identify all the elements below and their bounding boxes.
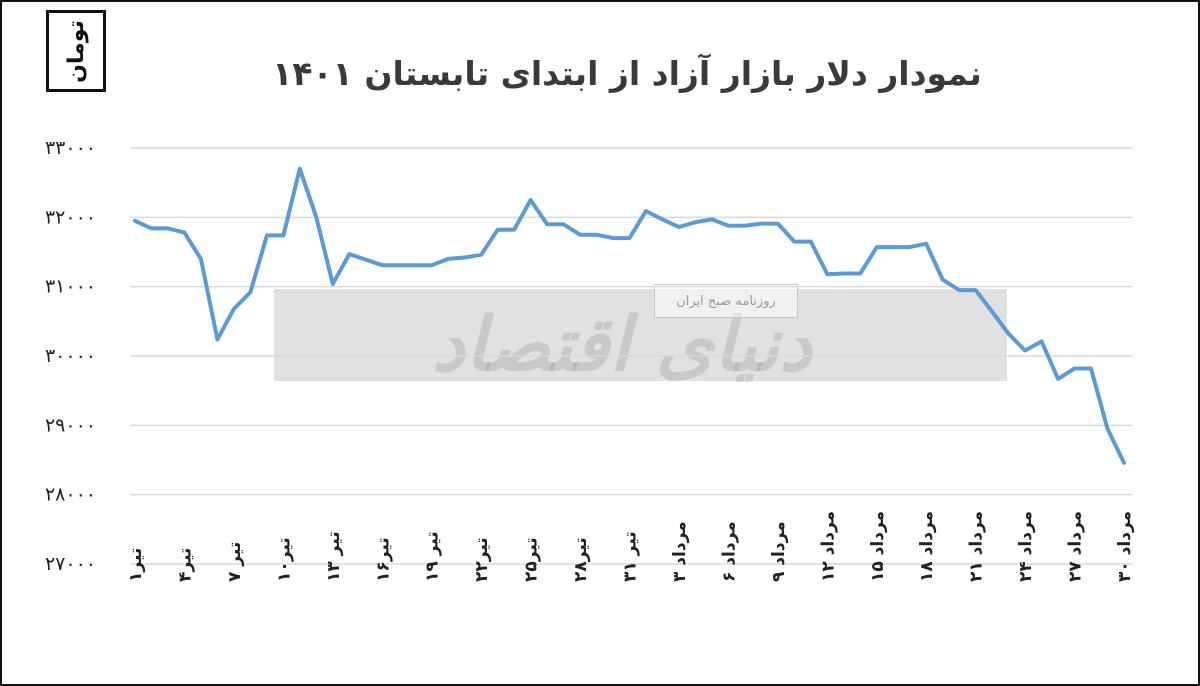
y-tick-label: ۳۰۰۰۰	[45, 345, 96, 367]
watermark-tag: روزنامه صبح ایران	[654, 284, 798, 318]
x-tick-label: تیر۲۲	[472, 537, 492, 582]
x-tick-label: تیر۱۶	[373, 537, 393, 582]
x-tick-label: مرداد ۳	[670, 521, 690, 582]
y-tick-label: ۳۲۰۰۰	[45, 206, 96, 228]
x-tick-label: مرداد ۲۱	[967, 511, 987, 582]
x-axis-ticks: تیر۱ تیر۴ تیر ۷ تیر۱۰ تیر ۱۳ تیر۱۶ تیر ۱۹ تیر۲۲…	[126, 511, 1135, 582]
x-tick-label: مرداد ۲۴	[1016, 511, 1036, 582]
x-tick-label: تیر۴	[175, 548, 195, 582]
x-tick-label: مرداد ۳۰	[1115, 511, 1135, 582]
x-tick-label: مرداد ۱۵	[868, 511, 888, 582]
watermark-band	[274, 289, 1007, 381]
y-tick-label: ۲۸۰۰۰	[45, 484, 96, 506]
x-tick-label: تیر۱	[126, 548, 146, 582]
y-tick-label: ۲۷۰۰۰	[45, 553, 96, 575]
x-tick-label: مرداد ۲۷	[1066, 511, 1086, 582]
y-tick-label: ۲۹۰۰۰	[45, 414, 96, 436]
y-tick-label: ۳۳۰۰۰	[45, 137, 96, 159]
x-tick-label: تیر۲۸	[571, 537, 591, 582]
series-line	[133, 166, 1126, 465]
x-tick-label: مرداد ۹	[769, 521, 789, 582]
unit-label-box: تومان	[46, 10, 106, 92]
x-tick-label: تیر ۳۱	[621, 531, 641, 582]
x-tick-label: مرداد ۱۲	[818, 511, 838, 582]
x-tick-label: تیر۱۰	[274, 537, 294, 582]
chart-title: نمودار دلار بازار آزاد از ابتدای تابستان…	[272, 54, 982, 93]
y-axis-ticks: ۲۷۰۰۰ ۲۸۰۰۰ ۲۹۰۰۰ ۳۰۰۰۰ ۳۱۰۰۰ ۳۲۰۰۰ ۳۳۰۰۰	[45, 137, 96, 575]
x-tick-label: تیر۲۵	[522, 537, 542, 582]
y-tick-label: ۳۱۰۰۰	[45, 276, 96, 298]
grid-lines	[130, 147, 1132, 565]
x-tick-label: مرداد ۶	[719, 521, 739, 582]
x-tick-label: تیر ۱۹	[423, 531, 443, 582]
x-tick-label: تیر ۷	[225, 542, 245, 582]
x-tick-label: مرداد ۱۸	[917, 511, 937, 582]
series-layer	[133, 166, 1126, 465]
x-tick-label: تیر ۱۳	[324, 531, 344, 582]
